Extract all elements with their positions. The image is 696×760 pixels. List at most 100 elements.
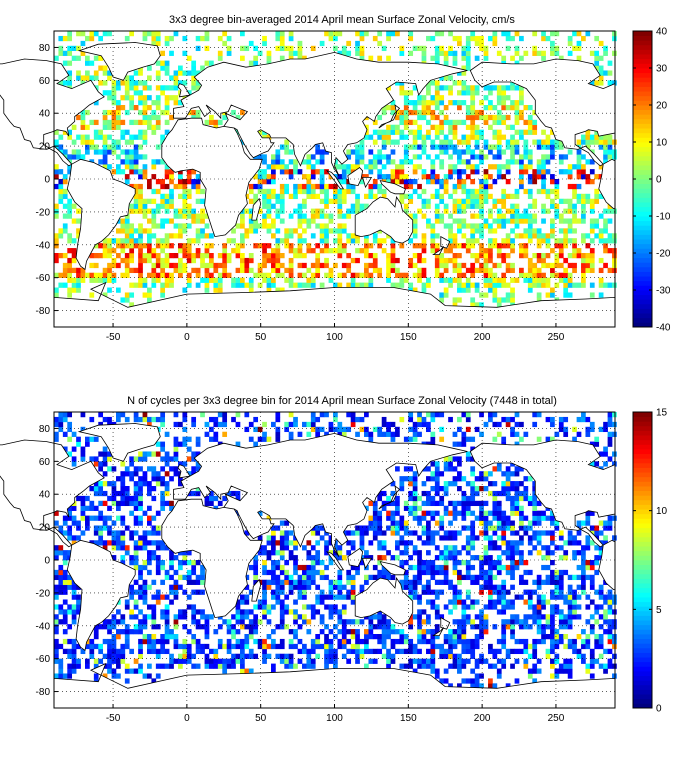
bin-cell: [532, 267, 538, 274]
bin-cell: [443, 564, 449, 571]
bin-cell: [479, 129, 484, 135]
bin-cell: [319, 282, 325, 288]
bin-cell: [501, 297, 507, 303]
bin-cell: [412, 262, 418, 269]
bin-cell: [408, 31, 414, 37]
bin-cell: [430, 540, 436, 546]
bin-cell: [434, 257, 440, 264]
bin-cell: [80, 154, 86, 160]
bin-cell: [412, 119, 418, 126]
bin-cell: [448, 45, 453, 52]
bin-cell: [408, 50, 414, 56]
bin-cell: [501, 604, 507, 610]
bin-cell: [496, 461, 502, 467]
bin-cell: [169, 663, 174, 669]
bin-cell: [479, 183, 484, 190]
bin-cell: [541, 35, 546, 42]
bin-cell: [120, 535, 126, 541]
coastline: [0, 58, 105, 167]
bin-cell: [439, 535, 445, 541]
bin-cell: [178, 560, 183, 566]
bin-cell: [483, 515, 489, 521]
bin-cell: [182, 203, 188, 209]
bin-cell: [386, 179, 391, 185]
bin-cell: [262, 609, 267, 615]
bin-cell: [572, 193, 577, 200]
bin-cell: [607, 238, 613, 244]
bin-cell: [319, 198, 325, 204]
bin-cell: [120, 495, 126, 502]
bin-cell: [147, 490, 152, 497]
bin-cell: [448, 555, 453, 561]
bin-cell: [470, 574, 476, 581]
bin-cell: [403, 550, 409, 556]
bin-cell: [585, 668, 591, 674]
bin-cell: [107, 540, 112, 546]
bin-cell: [116, 673, 121, 679]
bin-cell: [124, 253, 130, 259]
bin-cell: [178, 584, 183, 590]
bin-cell: [581, 658, 586, 664]
bin-cell: [501, 564, 507, 571]
bin-cell: [129, 154, 135, 160]
bin-cell: [452, 589, 458, 595]
bin-cell: [186, 179, 192, 185]
bin-cell: [492, 31, 498, 37]
bin-cell: [288, 584, 294, 590]
bin-cell: [501, 164, 507, 170]
bin-cell: [581, 550, 586, 556]
bin-cell: [496, 297, 502, 303]
bin-cell: [399, 109, 405, 116]
bin-cell: [341, 624, 347, 630]
bin-cell: [262, 134, 267, 140]
bin-cell: [266, 134, 272, 140]
bin-cell: [142, 545, 148, 551]
bin-cell: [581, 579, 586, 585]
bin-cell: [594, 589, 600, 595]
bin-cell: [470, 668, 476, 674]
bin-cell: [408, 589, 414, 595]
bin-cell: [186, 643, 192, 650]
bin-cell: [399, 85, 405, 91]
bin-cell: [129, 530, 135, 536]
bin-cell: [496, 555, 502, 561]
bin-cell: [598, 550, 604, 556]
bin-cell: [523, 218, 529, 224]
bin-cell: [337, 594, 343, 600]
bin-cell: [390, 643, 396, 650]
bin-cell: [279, 614, 285, 620]
bin-cell: [164, 490, 170, 497]
bin-cell: [133, 495, 139, 502]
bin-cell: [182, 80, 188, 86]
bin-cell: [554, 31, 560, 37]
bin-cell: [479, 530, 484, 536]
bin-cell: [532, 653, 538, 659]
bin-cell: [151, 109, 157, 116]
bin-cell: [483, 277, 489, 283]
bin-cell: [465, 500, 471, 507]
bin-cell: [448, 461, 453, 467]
bin-cell: [178, 223, 183, 229]
bin-cell: [271, 218, 276, 224]
bin-cell: [209, 253, 214, 259]
bin-cell: [554, 638, 560, 645]
bin-cell: [470, 500, 476, 507]
bin-cell: [284, 604, 290, 610]
bin-cell: [572, 648, 577, 655]
bin-cell: [359, 154, 365, 160]
bin-cell: [448, 550, 453, 556]
bin-cell: [102, 545, 108, 551]
bin-cell: [226, 35, 232, 42]
bin-cell: [483, 658, 489, 664]
bin-cell: [488, 481, 493, 487]
bin-cell: [328, 535, 334, 541]
bin-cell: [465, 648, 471, 655]
bin-cell: [350, 238, 356, 244]
bin-cell: [496, 90, 502, 96]
bin-cell: [151, 525, 157, 531]
bin-cell: [275, 550, 281, 556]
colorbar-tick-label: -40: [656, 323, 671, 334]
bin-cell: [147, 297, 152, 303]
bin-cell: [355, 564, 360, 571]
bin-cell: [390, 500, 396, 507]
